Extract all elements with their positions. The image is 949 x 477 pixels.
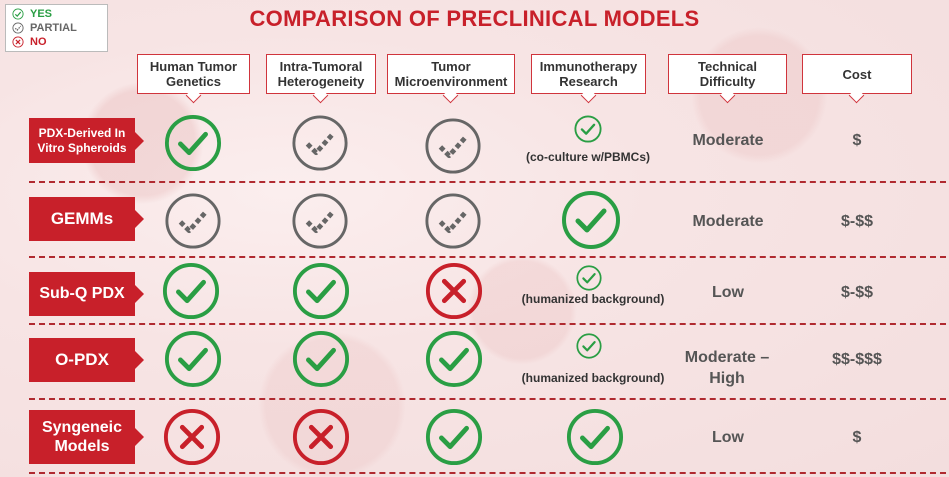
check-icon	[576, 265, 602, 291]
partial-check-icon	[424, 192, 482, 250]
legend-no: NO	[12, 35, 101, 49]
page-title: COMPARISON OF PRECLINICAL MODELS	[249, 6, 700, 31]
partial-check-icon	[424, 117, 482, 175]
legend-partial-label: PARTIAL	[30, 22, 77, 34]
column-header-difficulty: Technical Difficulty	[668, 54, 787, 94]
immunotherapy-note: (humanized background)	[521, 371, 665, 385]
row-divider	[29, 323, 946, 325]
cost-value: $$-$$$	[832, 351, 882, 368]
difficulty-value: Low	[712, 284, 744, 301]
check-icon	[164, 114, 222, 172]
cost-value: $	[852, 429, 862, 446]
check-icon	[561, 190, 621, 250]
check-icon	[576, 333, 602, 359]
immunotherapy-note: (humanized background)	[521, 292, 665, 306]
legend-yes: YES	[12, 7, 101, 21]
check-icon	[292, 262, 350, 320]
check-icon	[566, 408, 624, 466]
column-header-heterogeneity: Intra-Tumoral Heterogeneity	[266, 54, 376, 94]
difficulty-value: Moderate	[692, 132, 764, 149]
cross-icon	[425, 262, 483, 320]
column-header-microenvironment: Tumor Microenvironment	[387, 54, 515, 94]
cost-value: $-$$	[840, 213, 874, 230]
row-label-subq-pdx: Sub-Q PDX	[29, 272, 144, 316]
cross-icon	[292, 408, 350, 466]
difficulty-value: Moderate – High	[684, 349, 770, 387]
cost-value: $-$$	[840, 284, 874, 301]
immunotherapy-note: (co-culture w/PBMCs)	[525, 150, 650, 164]
column-header-genetics: Human Tumor Genetics	[137, 54, 250, 94]
cross-icon	[163, 408, 221, 466]
row-divider	[29, 181, 946, 183]
legend-yes-label: YES	[30, 8, 53, 20]
check-icon	[162, 262, 220, 320]
partial-check-icon	[164, 192, 222, 250]
column-header-cost: Cost	[802, 54, 912, 94]
legend-no-label: NO	[30, 36, 47, 48]
partial-check-icon	[12, 22, 24, 34]
partial-check-icon	[291, 114, 349, 172]
check-icon	[574, 115, 602, 143]
legend-partial: PARTIAL	[12, 21, 101, 35]
difficulty-value: Low	[712, 429, 744, 446]
check-icon	[425, 330, 483, 388]
row-label-spheroids: PDX-Derived In Vitro Spheroids	[29, 118, 144, 163]
check-icon	[164, 330, 222, 388]
check-icon	[12, 8, 24, 20]
row-divider	[29, 398, 946, 400]
legend: YES PARTIAL NO	[5, 4, 108, 52]
check-icon	[425, 408, 483, 466]
cost-value: $	[852, 132, 862, 149]
row-label-o-pdx: O-PDX	[29, 338, 144, 382]
difficulty-value: Moderate	[692, 213, 764, 230]
partial-check-icon	[291, 192, 349, 250]
row-label-syngeneic: Syngeneic Models	[29, 410, 144, 464]
check-icon	[292, 330, 350, 388]
row-divider	[29, 472, 946, 474]
row-label-gemms: GEMMs	[29, 197, 144, 241]
row-divider	[29, 256, 946, 258]
cross-icon	[12, 36, 24, 48]
column-header-immunotherapy: Immunotherapy Research	[531, 54, 646, 94]
